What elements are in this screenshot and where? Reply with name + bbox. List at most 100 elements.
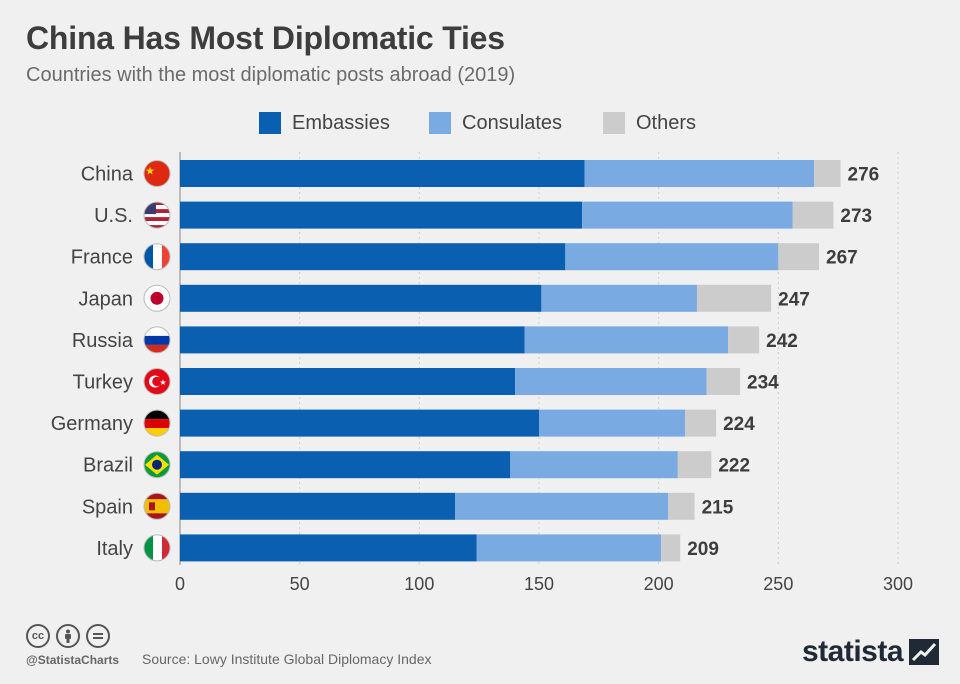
russia-flag-icon <box>144 326 170 353</box>
attribution-icon <box>56 624 80 648</box>
bar-consulates <box>476 534 662 562</box>
bar-embassies <box>180 160 585 187</box>
category-label: Russia <box>72 330 134 352</box>
category-label: Japan <box>79 288 134 310</box>
chart-title: China Has Most Diplomatic Ties <box>26 20 505 56</box>
bar-embassies <box>180 368 516 395</box>
bar-others <box>706 368 741 395</box>
x-tick-label: 150 <box>524 574 554 594</box>
flag-border <box>143 409 171 437</box>
statista-mark-icon <box>909 639 940 665</box>
legend-item-others: Others <box>603 108 696 138</box>
category-label: Turkey <box>73 372 133 394</box>
stacked-bar-chart: 0 50 100 150 200 250 300 China ★ 276 U.S. 273 France… <box>51 152 913 594</box>
bar-others <box>677 451 712 479</box>
bar-consulates <box>584 160 815 187</box>
total-label: 209 <box>687 539 719 560</box>
cc-icon: cc <box>26 624 50 648</box>
bar-consulates <box>541 284 697 312</box>
x-tick-label: 200 <box>644 574 674 594</box>
flag-border <box>143 243 171 271</box>
x-tick-label: 300 <box>883 574 913 594</box>
flag-border <box>143 534 171 562</box>
category-label: U.S. <box>94 205 133 227</box>
category-label: France <box>71 247 133 269</box>
total-label: 222 <box>718 456 750 477</box>
bar-embassies <box>180 451 511 479</box>
bar-embassies <box>180 492 456 520</box>
legend-swatch-others <box>603 112 625 134</box>
bar-others <box>792 201 834 229</box>
bar-others <box>778 243 820 271</box>
bar-consulates <box>515 368 707 395</box>
flag-border <box>143 160 171 187</box>
total-label: 234 <box>747 373 779 394</box>
legend-item-embassies: Embassies <box>259 108 390 138</box>
svg-text:★: ★ <box>145 166 155 178</box>
total-label: 242 <box>766 331 798 352</box>
chart-subtitle: Countries with the most diplomatic posts… <box>26 64 516 86</box>
flag-border <box>143 451 171 479</box>
bar-embassies <box>180 243 566 271</box>
bar-consulates <box>539 409 685 437</box>
footer-source: Source: Lowy Institute Global Diplomacy … <box>142 651 432 667</box>
flag-border <box>143 326 171 354</box>
bar-embassies <box>180 326 525 354</box>
legend-swatch-consulates <box>429 112 451 134</box>
bar-others <box>814 160 841 187</box>
legend-label-embassies: Embassies <box>292 111 390 134</box>
legend-item-consulates: Consulates <box>429 108 562 138</box>
bar-embassies <box>180 284 542 312</box>
bar-others <box>696 284 772 312</box>
chart-legend: Embassies Consulates Others <box>0 108 960 138</box>
china-flag-icon: ★ <box>144 160 170 187</box>
bar-others <box>728 326 760 354</box>
no-derivatives-icon <box>86 624 110 648</box>
statista-logo: statista <box>802 634 940 670</box>
bar-others <box>668 492 695 520</box>
legend-label-consulates: Consulates <box>462 111 563 134</box>
legend-label-others: Others <box>636 111 697 134</box>
flag-border <box>143 492 171 520</box>
x-tick-label: 0 <box>175 574 185 594</box>
flag-border <box>143 368 171 395</box>
x-tick-label: 100 <box>404 574 434 594</box>
category-label: Spain <box>82 496 133 518</box>
bar-embassies <box>180 534 477 562</box>
total-label: 224 <box>723 414 755 435</box>
category-label: Italy <box>96 538 133 560</box>
japan-flag-icon <box>144 285 170 312</box>
france-flag-icon <box>144 243 170 270</box>
license-icons: cc <box>26 624 110 648</box>
category-label: Germany <box>51 413 133 435</box>
total-label: 215 <box>702 497 734 518</box>
turkey-flag-icon: ★ <box>144 368 170 395</box>
footer-handle: @StatistaCharts <box>26 653 120 667</box>
category-label: Brazil <box>83 455 133 477</box>
bar-others <box>661 534 681 562</box>
bar-embassies <box>180 201 583 229</box>
bar-others <box>684 409 717 437</box>
brand-wordmark: statista <box>802 635 904 668</box>
flag-border <box>143 201 171 229</box>
x-tick-label: 50 <box>290 574 310 594</box>
brazil-flag-icon <box>144 451 170 478</box>
bar-consulates <box>455 492 669 520</box>
total-label: 247 <box>778 289 810 310</box>
total-label: 267 <box>826 248 858 269</box>
germany-flag-icon <box>144 410 170 437</box>
total-label: 273 <box>840 206 872 227</box>
category-label: China <box>81 164 134 186</box>
spain-flag-icon <box>144 493 170 520</box>
italy-flag-icon <box>144 534 170 561</box>
bar-consulates <box>582 201 793 229</box>
us-flag-icon <box>144 202 170 229</box>
bar-embassies <box>180 409 539 437</box>
bar-consulates <box>565 243 779 271</box>
flag-border <box>143 284 171 312</box>
svg-text:★: ★ <box>159 378 166 387</box>
bar-consulates <box>524 326 729 354</box>
bar-consulates <box>510 451 678 479</box>
legend-swatch-embassies <box>259 112 281 134</box>
x-tick-label: 250 <box>763 574 793 594</box>
